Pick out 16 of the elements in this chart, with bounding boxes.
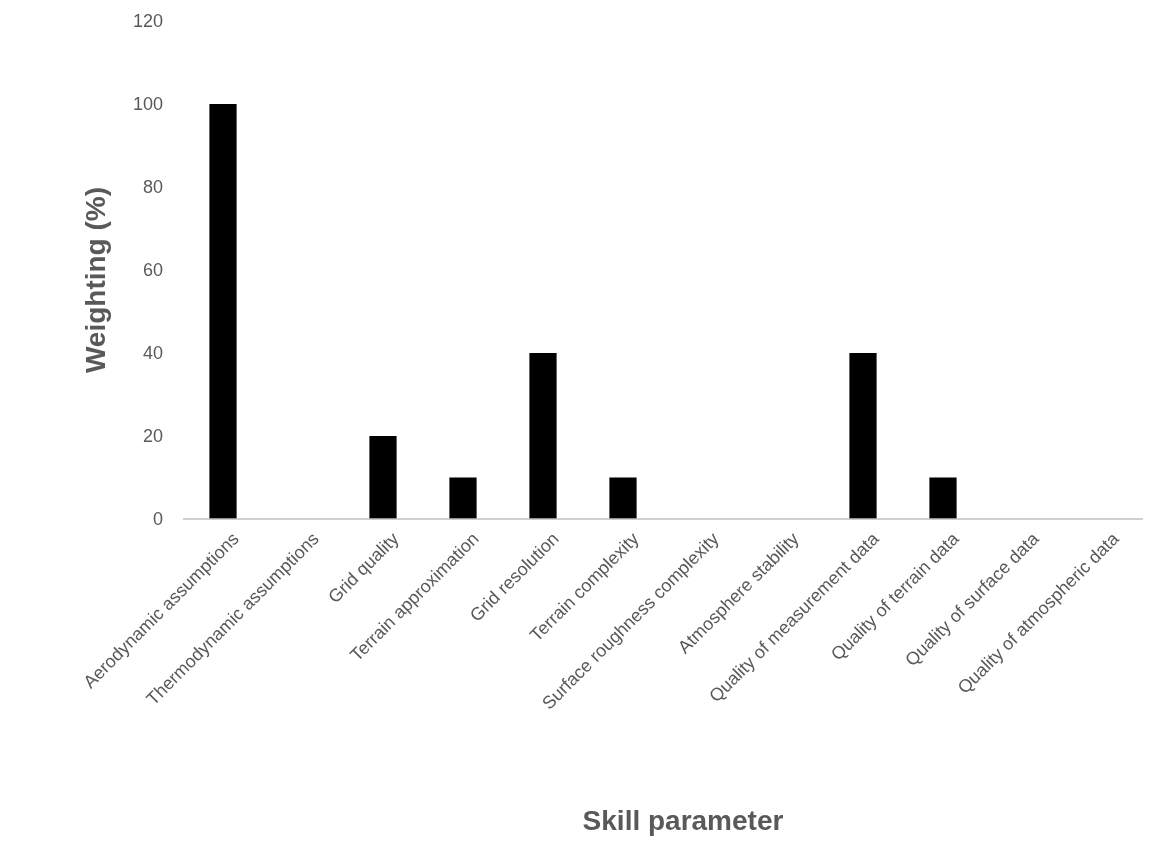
bar — [529, 353, 557, 519]
bar — [369, 436, 397, 519]
y-axis-title: Weighting (%) — [80, 186, 111, 374]
bar — [209, 104, 237, 519]
y-tick-label: 80 — [142, 177, 163, 198]
bar — [849, 353, 877, 519]
y-tick-label: 40 — [142, 343, 163, 364]
bar — [929, 477, 957, 519]
x-axis-title: Skill parameter — [582, 805, 784, 836]
y-tick-label: 20 — [142, 426, 163, 447]
y-tick-label: 100 — [132, 94, 163, 115]
bar — [449, 477, 477, 519]
y-tick-label: 120 — [132, 11, 163, 32]
bar — [609, 477, 637, 519]
y-tick-label: 60 — [142, 260, 163, 281]
y-tick-label: 0 — [152, 509, 163, 530]
